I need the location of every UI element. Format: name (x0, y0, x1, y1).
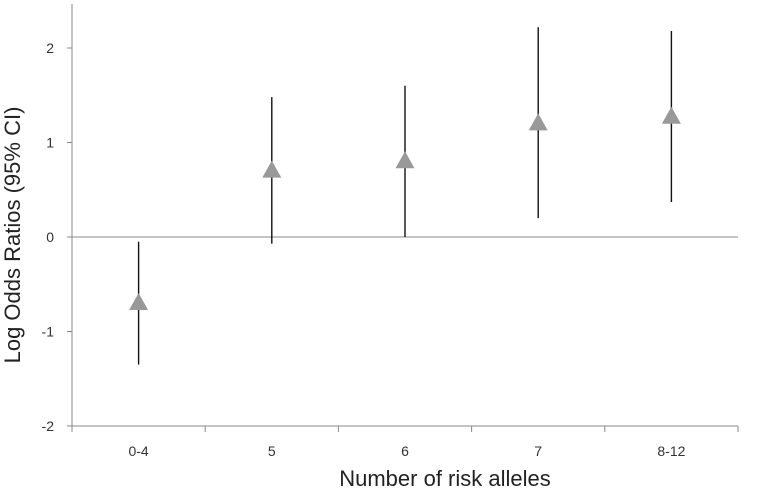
y-tick-label: 1 (46, 135, 54, 151)
error-bars (137, 27, 673, 365)
y-tick-label: 0 (46, 229, 54, 245)
y-ticks: -2 -1 0 1 2 (42, 40, 72, 434)
y-axis-title: Log Odds Ratios (95% CI) (0, 107, 25, 364)
x-tick-label: 0-4 (128, 443, 148, 459)
x-tick-label: 7 (534, 443, 542, 459)
triangle-marker (661, 106, 681, 124)
data-markers (129, 106, 681, 310)
x-tick-label: 6 (401, 443, 409, 459)
x-ticks: 0-4 5 6 7 8-12 (71, 426, 739, 459)
y-tick-label: -2 (42, 418, 55, 434)
y-tick-label: 2 (46, 40, 54, 56)
y-tick-label: -1 (42, 324, 55, 340)
triangle-marker (129, 292, 149, 310)
triangle-marker (262, 160, 282, 178)
triangle-marker (395, 151, 415, 169)
x-tick-label: 8-12 (657, 443, 685, 459)
triangle-marker (528, 113, 548, 131)
x-axis-title: Number of risk alleles (339, 466, 551, 491)
x-tick-label: 5 (268, 443, 276, 459)
